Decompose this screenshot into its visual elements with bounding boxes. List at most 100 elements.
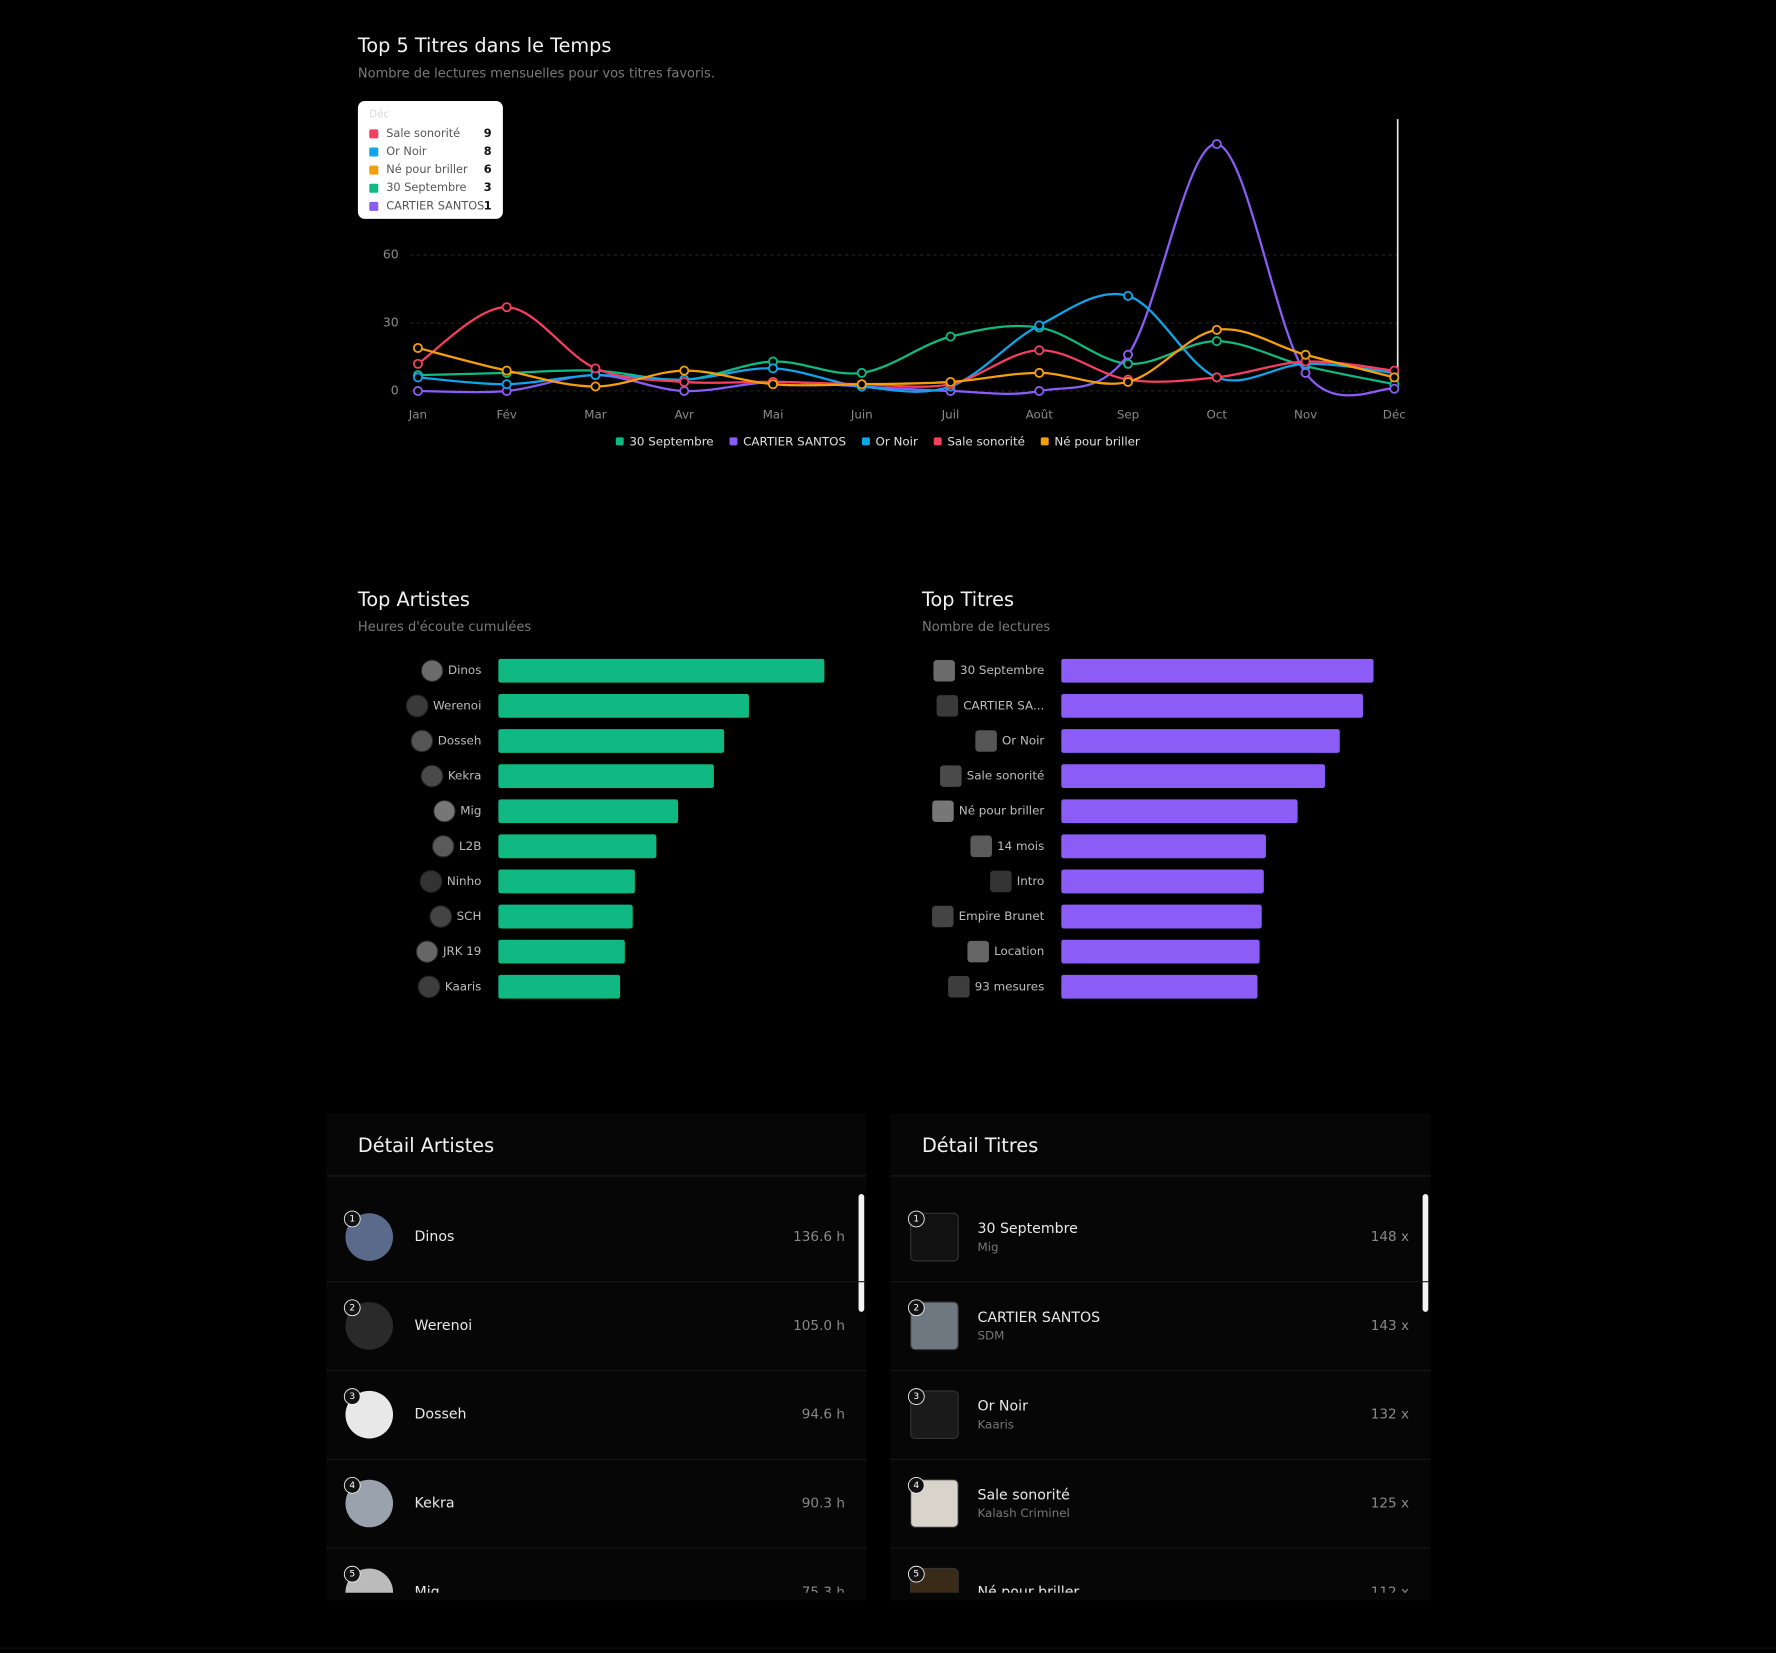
data-point[interactable] (679, 386, 690, 396)
artist-name: Mig (415, 1584, 440, 1600)
legend-label: CARTIER SANTOS (743, 434, 846, 448)
data-point[interactable] (1211, 139, 1222, 150)
rank-badge (343, 1299, 361, 1317)
track-plays: 132 x (1371, 1407, 1409, 1423)
data-point[interactable] (856, 379, 867, 390)
legend-label: Sale sonorité (947, 434, 1025, 448)
bar-label: JRK 19 (442, 944, 481, 958)
data-point[interactable] (501, 302, 512, 313)
data-point[interactable] (856, 367, 867, 378)
data-point[interactable] (1211, 336, 1222, 347)
rank-badge (343, 1210, 361, 1228)
bar[interactable] (1061, 834, 1266, 859)
data-point[interactable] (1034, 345, 1045, 356)
data-point[interactable] (1389, 383, 1400, 394)
data-point[interactable] (1389, 372, 1400, 383)
data-point[interactable] (945, 376, 956, 387)
bar[interactable] (498, 799, 679, 824)
artist-hours: 105.0 h (793, 1318, 845, 1334)
legend-item[interactable]: 30 Septembre (615, 434, 714, 448)
bar-label: Sale sonorité (967, 769, 1045, 783)
cover (910, 1390, 959, 1440)
artist-name: Kekra (415, 1495, 455, 1511)
scrollbar[interactable] (858, 1194, 865, 1312)
bar[interactable] (498, 693, 749, 718)
bar[interactable] (498, 974, 621, 999)
bar[interactable] (1061, 764, 1325, 788)
cover (910, 1301, 959, 1351)
data-point[interactable] (1034, 386, 1045, 396)
title-row[interactable]: 4 Sale sonorité Kalash Criminel 125 x (890, 1458, 1431, 1528)
legend-item[interactable]: Or Noir (861, 434, 918, 448)
bar[interactable] (498, 764, 714, 788)
avatar (431, 834, 455, 858)
data-point[interactable] (1211, 324, 1222, 335)
bar[interactable] (498, 904, 633, 929)
artist-hours: 94.6 h (802, 1407, 845, 1423)
bar[interactable] (1061, 799, 1298, 824)
artist-row[interactable]: 2 Werenoi 105.0 h (326, 1281, 867, 1350)
bar-label: Intro (1017, 874, 1045, 888)
tooltip-name: 30 Septembre (386, 180, 466, 194)
artist-row[interactable]: 5 Mig 75.3 h (326, 1547, 867, 1616)
bar[interactable] (1061, 939, 1260, 964)
data-point[interactable] (412, 372, 423, 383)
bar-label: 14 mois (997, 839, 1044, 853)
artist-row[interactable]: 1 Dinos 136.6 h (343, 1210, 845, 1261)
title-row[interactable]: 5 Né pour briller 112 x (890, 1547, 1431, 1616)
bar[interactable] (1061, 658, 1374, 683)
bar-label: SCH (457, 909, 482, 923)
bar[interactable] (498, 729, 725, 753)
data-point[interactable] (945, 331, 956, 342)
rank: 2 (913, 1303, 919, 1313)
bar[interactable] (498, 658, 825, 683)
data-point[interactable] (412, 358, 423, 369)
data-point[interactable] (1211, 372, 1222, 383)
legend-item[interactable]: Sale sonorité (933, 434, 1025, 448)
legend-swatch (1040, 437, 1049, 446)
data-point[interactable] (1034, 320, 1045, 331)
data-point[interactable] (1300, 367, 1311, 378)
data-point[interactable] (1034, 367, 1045, 378)
tooltip-value: 6 (484, 162, 492, 176)
data-point[interactable] (501, 365, 512, 376)
data-point[interactable] (590, 363, 601, 374)
data-point[interactable] (1123, 290, 1134, 301)
tooltip-name: Né pour briller (386, 162, 468, 176)
scrollbar[interactable] (1422, 1194, 1429, 1312)
tooltip-swatch (369, 201, 379, 211)
title-row[interactable]: 3 Or Noir Kaaris 132 x (890, 1369, 1431, 1440)
legend-swatch (861, 437, 870, 446)
data-point[interactable] (412, 342, 423, 353)
artist-name: Dinos (415, 1229, 455, 1245)
data-point[interactable] (1123, 349, 1134, 360)
x-tick-label: Mar (584, 407, 607, 421)
bar[interactable] (1061, 869, 1264, 894)
data-point[interactable] (679, 365, 690, 376)
bar[interactable] (498, 939, 625, 964)
artist-row[interactable]: 3 Dosseh 94.6 h (326, 1369, 867, 1439)
tooltip-value: 9 (484, 126, 492, 140)
artist-row[interactable]: 4 Kekra 90.3 h (326, 1458, 867, 1528)
data-point[interactable] (679, 376, 690, 387)
data-point[interactable] (590, 381, 601, 392)
data-point[interactable] (412, 386, 423, 396)
data-point[interactable] (1300, 349, 1311, 360)
rank-badge (907, 1299, 925, 1317)
bar[interactable] (498, 869, 635, 894)
bar[interactable] (1061, 974, 1258, 999)
bar[interactable] (1061, 729, 1340, 753)
data-point[interactable] (768, 363, 778, 374)
legend-item[interactable]: CARTIER SANTOS (729, 434, 846, 448)
title-row[interactable]: 2 CARTIER SANTOS SDM 143 x (890, 1281, 1431, 1351)
data-point[interactable] (1123, 376, 1134, 387)
data-point[interactable] (768, 379, 778, 390)
title-row[interactable]: 1 30 Septembre Mig 148 x (907, 1210, 1409, 1262)
avatar (420, 764, 444, 788)
bar[interactable] (1061, 904, 1262, 929)
data-point[interactable] (1123, 358, 1134, 369)
bar[interactable] (1061, 693, 1363, 718)
data-point[interactable] (501, 379, 512, 390)
legend-item[interactable]: Né pour briller (1040, 434, 1140, 448)
bar[interactable] (498, 834, 657, 859)
